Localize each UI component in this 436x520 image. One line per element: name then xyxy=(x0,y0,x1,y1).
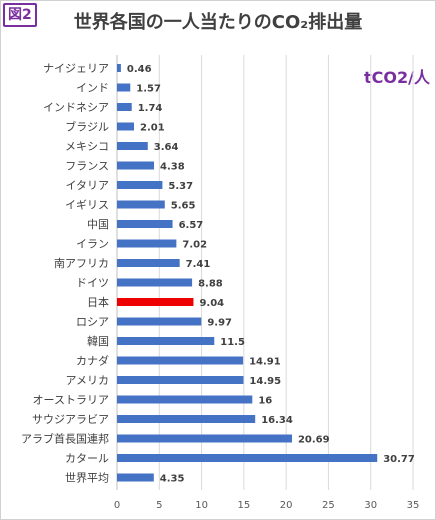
category-label: ロシア xyxy=(76,316,109,329)
data-label: 7.41 xyxy=(186,259,211,270)
figure-number-badge: 図2 xyxy=(3,3,37,27)
data-label: 16 xyxy=(258,396,272,407)
category-label: アメリカ xyxy=(66,374,109,387)
bar xyxy=(117,278,193,287)
category-label: 世界平均 xyxy=(65,472,109,485)
data-label: 20.69 xyxy=(298,435,330,446)
category-label: ブラジル xyxy=(65,120,109,134)
category-label: イタリア xyxy=(65,179,109,192)
unit-label: tCO2/人 xyxy=(364,68,430,87)
category-label: インド xyxy=(76,82,109,95)
category-label: 南アフリカ xyxy=(54,257,109,270)
category-label: イラン xyxy=(76,238,109,251)
category-label: 日本 xyxy=(87,295,109,309)
category-label: ナイジェリア xyxy=(43,62,109,75)
bar xyxy=(117,317,202,326)
category-label: ドイツ xyxy=(76,277,109,290)
category-label: フランス xyxy=(65,160,109,173)
category-label: オーストラリア xyxy=(33,394,109,407)
bar xyxy=(117,181,163,189)
bar xyxy=(117,200,165,209)
data-label: 4.35 xyxy=(160,474,185,485)
bar xyxy=(117,239,177,248)
x-tick-label-20: 20 xyxy=(280,500,293,511)
bar xyxy=(117,103,132,111)
x-tick-label-25: 25 xyxy=(322,500,335,511)
data-label: 5.37 xyxy=(168,181,193,192)
category-label: アラブ首長国連邦 xyxy=(21,432,109,446)
bar xyxy=(117,142,148,150)
bar xyxy=(117,83,131,92)
category-label: サウジアラビア xyxy=(32,413,109,426)
bar xyxy=(117,161,155,170)
bar xyxy=(117,415,256,423)
data-label: 1.74 xyxy=(138,103,163,114)
category-label: メキシコ xyxy=(65,140,109,153)
x-tick-label-5: 5 xyxy=(156,500,162,511)
bar xyxy=(117,434,292,443)
bar xyxy=(117,356,244,365)
bar-highlight xyxy=(117,298,194,306)
data-label: 1.57 xyxy=(136,84,161,95)
x-tick-label-30: 30 xyxy=(364,500,377,511)
data-label: 4.38 xyxy=(160,162,185,173)
bar xyxy=(117,473,154,482)
data-label: 7.02 xyxy=(182,240,207,251)
data-label: 9.97 xyxy=(207,318,232,329)
bar xyxy=(117,337,215,345)
category-label: 中国 xyxy=(87,218,109,231)
data-label: 5.65 xyxy=(171,201,196,212)
data-label: 6.57 xyxy=(179,220,204,231)
data-label: 3.64 xyxy=(154,142,179,153)
category-label: カタール xyxy=(65,452,109,465)
x-tick-label-0: 0 xyxy=(114,500,120,511)
x-tick-label-15: 15 xyxy=(237,500,250,511)
data-label: 2.01 xyxy=(140,123,165,134)
data-label: 11.5 xyxy=(220,337,245,348)
data-label: 8.88 xyxy=(198,279,223,290)
category-label: インドネシア xyxy=(43,101,109,114)
bar xyxy=(117,259,180,267)
data-label: 9.04 xyxy=(199,298,224,309)
data-label: 14.91 xyxy=(249,357,281,368)
category-label: カナダ xyxy=(76,354,109,368)
category-label: 韓国 xyxy=(87,335,109,348)
bar xyxy=(117,122,134,131)
data-label: 16.34 xyxy=(261,415,293,426)
bar xyxy=(117,64,121,72)
x-tick-label-35: 35 xyxy=(407,500,420,511)
bar xyxy=(117,376,244,384)
chart-title: 世界各国の一人当たりのCO₂排出量 xyxy=(73,12,363,33)
x-tick-label-10: 10 xyxy=(195,500,208,511)
data-label: 14.95 xyxy=(249,376,281,387)
data-label: 0.46 xyxy=(127,64,152,75)
bar xyxy=(117,220,173,228)
bar xyxy=(117,395,253,404)
data-label: 30.77 xyxy=(383,454,415,465)
category-label: イギリス xyxy=(65,199,109,212)
bar xyxy=(117,454,378,462)
